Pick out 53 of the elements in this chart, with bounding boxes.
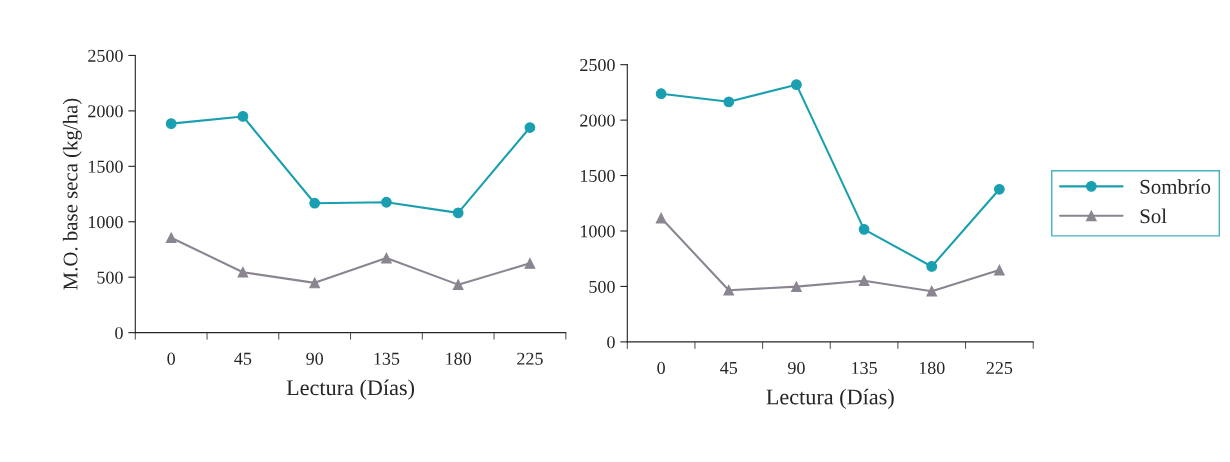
point xyxy=(926,285,938,297)
x-tick-label: 225 xyxy=(986,361,1013,375)
y-tick-label: 1500 xyxy=(88,160,123,173)
point xyxy=(858,275,870,287)
y-tick-label: 1500 xyxy=(580,169,615,182)
legend-label: Sombrío xyxy=(1140,179,1211,194)
x-tick-label: 0 xyxy=(167,352,175,365)
y-tick-label: 0 xyxy=(607,336,615,349)
point xyxy=(452,207,464,219)
y-tick-label: 2000 xyxy=(580,114,615,127)
point xyxy=(524,122,536,133)
point xyxy=(309,277,321,289)
point xyxy=(858,223,870,235)
legend-label: Sol xyxy=(1140,208,1167,224)
x-tick-label: 45 xyxy=(234,352,252,365)
point xyxy=(381,252,392,264)
y-tick-label: 1000 xyxy=(88,216,123,229)
y-tick-label: 500 xyxy=(97,271,123,284)
point xyxy=(791,281,802,293)
x-tick-label: 225 xyxy=(517,352,543,365)
point xyxy=(993,183,1005,195)
x-tick-label: 45 xyxy=(720,361,738,375)
x-tick-label: 135 xyxy=(374,352,400,365)
x-tick-label: 0 xyxy=(657,361,665,375)
point xyxy=(237,111,249,122)
point xyxy=(926,261,938,272)
y-tick-label: 0 xyxy=(115,326,123,340)
point xyxy=(452,279,464,291)
y-tick-label: 2500 xyxy=(88,49,123,62)
point xyxy=(309,197,321,209)
point xyxy=(791,79,802,91)
point xyxy=(723,96,735,108)
x-axis-title: Lectura (Días) xyxy=(286,379,415,400)
point xyxy=(381,196,392,208)
point xyxy=(723,284,735,296)
x-axis-title: Lectura (Días) xyxy=(766,388,894,409)
y-axis-title: M.O. base seca (kg/ha) xyxy=(62,98,82,290)
x-tick-label: 90 xyxy=(306,352,324,365)
y-tick-label: 2000 xyxy=(88,105,123,118)
y-tick-label: 1000 xyxy=(580,225,615,238)
y-tick-label: 2500 xyxy=(580,58,615,72)
x-tick-label: 180 xyxy=(446,352,472,365)
point xyxy=(993,264,1005,276)
x-tick-label: 135 xyxy=(852,361,877,375)
x-tick-label: 180 xyxy=(919,361,945,375)
point xyxy=(524,257,536,269)
point xyxy=(655,88,667,100)
point xyxy=(237,266,249,278)
point xyxy=(165,232,177,244)
y-tick-label: 500 xyxy=(589,280,615,293)
point xyxy=(165,118,177,130)
x-tick-label: 90 xyxy=(787,361,805,375)
point xyxy=(655,212,667,224)
